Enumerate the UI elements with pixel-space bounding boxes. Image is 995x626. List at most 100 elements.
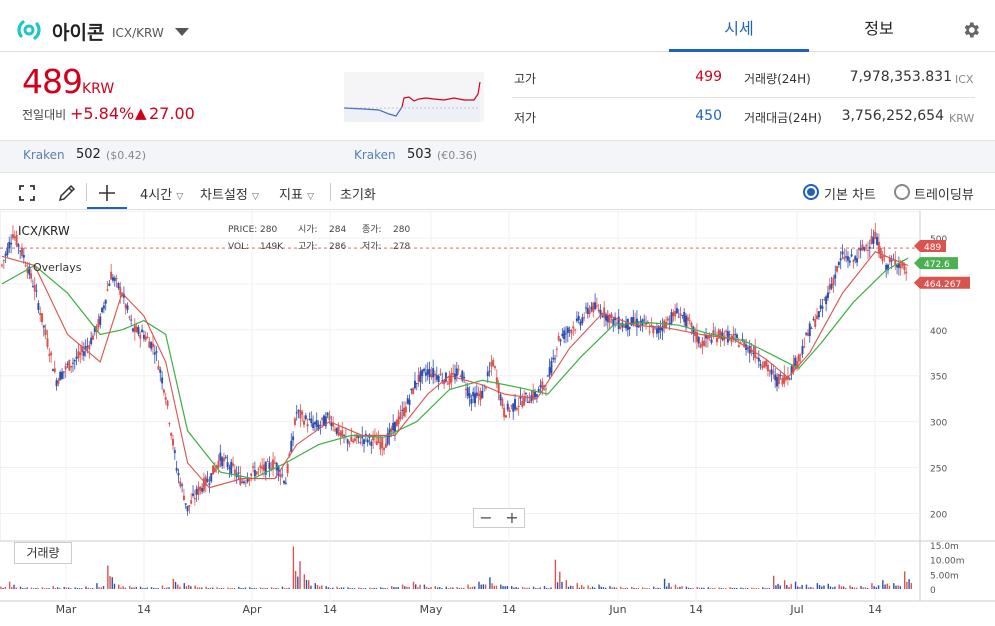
candle-body bbox=[570, 330, 573, 334]
candle-body bbox=[290, 440, 293, 453]
candle-body bbox=[701, 340, 704, 346]
candle-body bbox=[324, 416, 327, 427]
candle-body bbox=[250, 473, 253, 476]
candle-body bbox=[31, 286, 34, 288]
price-chart[interactable]: 500450400350300250200 Mar14Apr14May14Jun… bbox=[0, 211, 995, 626]
candle-body bbox=[695, 331, 698, 342]
zoom-in-button[interactable]: + bbox=[505, 508, 519, 527]
candle-body bbox=[299, 409, 302, 419]
candle-body bbox=[133, 325, 136, 333]
candle-body bbox=[861, 244, 864, 250]
candle-body bbox=[48, 354, 51, 356]
candle-body bbox=[817, 311, 820, 318]
indicators-menu[interactable]: 지표 ▽ bbox=[279, 184, 314, 203]
candle-body bbox=[135, 326, 138, 332]
volume-bar bbox=[41, 587, 44, 589]
candle-body bbox=[304, 415, 307, 420]
gear-icon[interactable] bbox=[961, 20, 981, 40]
volume-bar bbox=[753, 588, 755, 589]
volume-bar bbox=[35, 588, 37, 589]
candle-body bbox=[821, 306, 824, 309]
candle-body bbox=[819, 305, 822, 309]
tab-price[interactable]: 시세 bbox=[669, 0, 809, 52]
turnover-24h-value: 3,756,252,654 bbox=[841, 108, 944, 124]
exchange-name[interactable]: Kraken bbox=[23, 148, 65, 162]
candle-body bbox=[903, 263, 906, 271]
toolbar-divider bbox=[86, 183, 87, 201]
overlays-label[interactable]: Overlays bbox=[33, 261, 82, 274]
volume-bar bbox=[48, 588, 50, 589]
crosshair-icon[interactable] bbox=[97, 183, 117, 203]
volume-bar bbox=[524, 587, 526, 589]
volume-bar bbox=[853, 587, 856, 589]
reset-button[interactable]: 초기화 bbox=[340, 188, 376, 203]
candle-body bbox=[612, 318, 615, 326]
candle-body bbox=[886, 264, 889, 271]
volume-bar bbox=[259, 587, 262, 589]
candle-body bbox=[866, 249, 869, 251]
volume-bar bbox=[185, 586, 188, 589]
volume-bar bbox=[139, 586, 142, 589]
app-header bbox=[0, 0, 995, 52]
ohlc-low-label: 저가: bbox=[362, 241, 382, 252]
volume-bar bbox=[428, 587, 430, 589]
candle-body bbox=[801, 346, 804, 355]
candle-body bbox=[2, 260, 5, 262]
candle-body bbox=[796, 361, 799, 367]
candle-body bbox=[162, 389, 165, 393]
tab-info[interactable]: 정보 bbox=[864, 19, 894, 38]
coin-dropdown-icon[interactable] bbox=[175, 28, 189, 36]
volume-bar bbox=[882, 580, 884, 589]
volume-bar bbox=[425, 586, 428, 589]
exchange-name[interactable]: Kraken bbox=[354, 148, 396, 162]
volume-bar bbox=[209, 587, 212, 589]
candle-body bbox=[881, 256, 884, 262]
volume-bar bbox=[91, 588, 94, 589]
chart-settings-menu[interactable]: 차트설정 ▽ bbox=[200, 184, 259, 203]
volume-24h-label: 거래량(24H) bbox=[744, 72, 811, 86]
basic-chart-radio[interactable] bbox=[803, 184, 819, 200]
candle-body bbox=[499, 394, 502, 401]
zoom-out-button[interactable]: − bbox=[479, 508, 493, 527]
volume-bar bbox=[484, 584, 487, 589]
volume-bar bbox=[78, 588, 81, 589]
volume-bar bbox=[255, 588, 258, 589]
volume-bar bbox=[153, 587, 155, 589]
interval-select[interactable]: 4시간 ▽ bbox=[140, 184, 183, 203]
pencil-icon[interactable] bbox=[57, 183, 77, 203]
candle-body bbox=[383, 448, 386, 451]
volume-bar bbox=[690, 588, 692, 589]
fullscreen-icon[interactable] bbox=[18, 184, 36, 202]
volume-bar bbox=[227, 587, 229, 589]
candle-body bbox=[486, 371, 489, 377]
candle-body bbox=[62, 371, 65, 373]
volume-24h-value: 7,978,353.831 bbox=[849, 69, 952, 85]
volume-bar bbox=[109, 576, 111, 589]
basic-chart-label[interactable]: 기본 차트 bbox=[824, 188, 876, 203]
tradingview-label[interactable]: 트레이딩뷰 bbox=[914, 188, 974, 203]
candle-body bbox=[803, 346, 806, 348]
candle-body bbox=[506, 403, 509, 410]
volume-bar bbox=[698, 587, 701, 589]
candle-body bbox=[177, 472, 180, 476]
candle-body bbox=[683, 311, 686, 322]
candle-body bbox=[370, 441, 373, 446]
volume-bar bbox=[163, 588, 166, 589]
candle-body bbox=[894, 260, 897, 266]
candle-body bbox=[295, 412, 298, 414]
candle-body bbox=[282, 480, 285, 484]
candle-body bbox=[392, 422, 395, 431]
volume-bar bbox=[794, 581, 797, 589]
volume-bar bbox=[30, 587, 33, 589]
candle-body bbox=[717, 329, 720, 339]
volume-bar bbox=[467, 584, 469, 589]
candle-body bbox=[170, 433, 173, 436]
tradingview-radio[interactable] bbox=[894, 184, 910, 200]
ohlc-vol: 149K bbox=[260, 242, 284, 252]
volume-bar bbox=[198, 587, 201, 589]
volume-bar bbox=[506, 585, 509, 589]
candle-body bbox=[115, 278, 118, 280]
candle-body bbox=[246, 478, 249, 482]
candle-body bbox=[417, 374, 420, 382]
candle-body bbox=[508, 409, 511, 413]
